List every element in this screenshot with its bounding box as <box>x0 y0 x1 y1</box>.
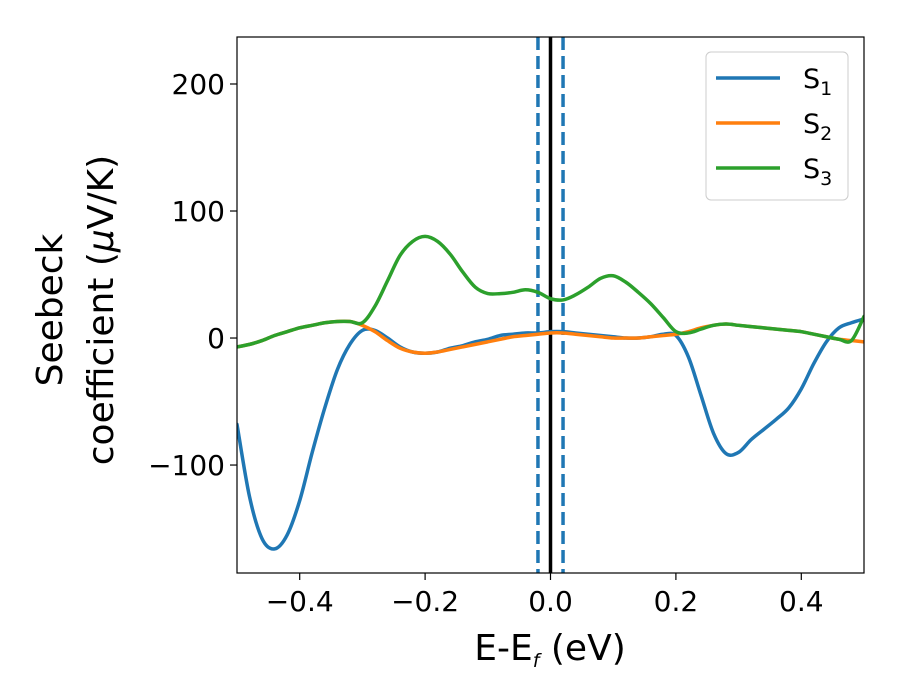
legend-label-s1: S1 <box>803 64 832 100</box>
legend-label-s2: S2 <box>803 109 832 145</box>
x-tick-label: 0.0 <box>528 585 573 618</box>
y-axis-ticks: −100 0 100 200 <box>148 68 237 482</box>
x-axis-label-base: E-E <box>474 628 532 669</box>
y-axis-label-mu: μ <box>81 229 122 253</box>
legend-entries: S1 S2 S3 <box>716 64 832 190</box>
legend: S1 S2 S3 <box>705 51 849 201</box>
legend-label-s3: S3 <box>803 154 832 190</box>
x-tick-label: 0.4 <box>779 585 824 618</box>
x-tick-label: −0.2 <box>391 585 459 618</box>
reference-lines <box>536 37 565 573</box>
x-axis-label-sub: f <box>533 650 543 672</box>
y-tick-label: 200 <box>172 68 225 101</box>
y-axis-label-line1: Seebeck <box>30 233 71 386</box>
y-tick-label: −100 <box>148 449 225 482</box>
y-axis-label-line2: coefficient (μV/K) <box>81 155 122 465</box>
series-line-s3 <box>237 234 864 349</box>
y-tick-label: 100 <box>172 195 225 228</box>
x-tick-label: 0.2 <box>654 585 699 618</box>
x-axis-label-unit: (eV) <box>539 628 625 669</box>
legend-frame <box>705 51 849 201</box>
y-axis-label-unit: V/K) <box>81 155 122 229</box>
x-axis-ticks: −0.4 −0.2 0.0 0.2 0.4 <box>266 573 824 618</box>
y-tick-label: 0 <box>207 322 225 355</box>
x-axis-label: E-Ef (eV) <box>474 628 626 672</box>
x-tick-label: −0.4 <box>266 585 334 618</box>
y-axis-label-main: coefficient ( <box>81 252 122 465</box>
series-lines <box>237 234 864 551</box>
